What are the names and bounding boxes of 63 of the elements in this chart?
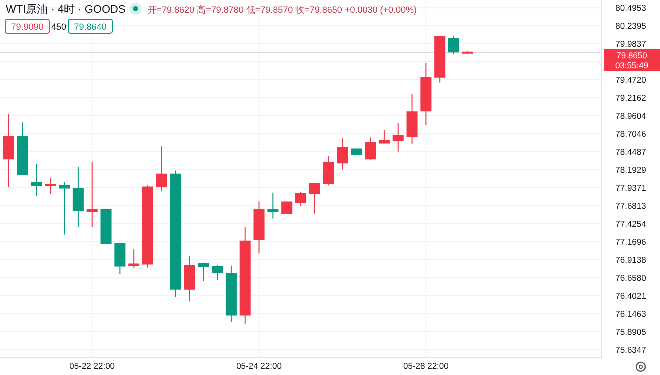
candlestick bbox=[268, 192, 279, 220]
x-tick-label: 05-28 22:00 bbox=[403, 361, 450, 371]
candlestick bbox=[212, 264, 224, 281]
y-tick-label: 77.6813 bbox=[616, 200, 647, 211]
candlestick bbox=[337, 138, 348, 170]
candlestick bbox=[282, 201, 293, 214]
candlestick bbox=[45, 178, 56, 194]
candlestick bbox=[184, 256, 196, 302]
candlestick bbox=[128, 249, 140, 268]
candlestick bbox=[392, 122, 404, 152]
y-tick-label: 78.7046 bbox=[616, 128, 647, 139]
candlestick bbox=[462, 50, 474, 54]
ref-line-label: 79.8650 bbox=[616, 50, 648, 60]
x-tick-label: 05-22 22:00 bbox=[70, 361, 116, 371]
candlestick bbox=[156, 145, 168, 192]
candlestick bbox=[100, 209, 112, 244]
candlestick bbox=[31, 164, 42, 197]
candlestick bbox=[406, 94, 418, 145]
text: 开=79.8620 高=79.8780 低=79.8570 收=79.8650 +0.0030 (+0.00%) bbox=[148, 5, 417, 15]
y-tick-label: 75.8905 bbox=[616, 326, 647, 337]
candlestick bbox=[448, 36, 460, 55]
candlestick bbox=[365, 137, 376, 160]
y-tick-label: 80.4953 bbox=[616, 3, 647, 14]
candlestick bbox=[72, 166, 84, 228]
candlestick bbox=[434, 36, 446, 84]
y-tick-label: 77.1696 bbox=[616, 236, 647, 247]
y-tick-label: 77.4254 bbox=[616, 218, 647, 229]
candlestick bbox=[309, 182, 320, 214]
annotation: 450 bbox=[51, 22, 67, 32]
text: 03:55:49 bbox=[615, 60, 649, 70]
y-tick-label: 75.6347 bbox=[616, 344, 647, 355]
annotation: 79.8640 bbox=[74, 22, 107, 32]
y-tick-label: 76.1463 bbox=[616, 308, 647, 319]
candlestick bbox=[170, 170, 182, 298]
y-tick-label: 80.2395 bbox=[616, 21, 647, 32]
candlestick bbox=[59, 182, 70, 236]
candlestick bbox=[3, 114, 14, 188]
y-tick-label: 76.4021 bbox=[616, 290, 647, 301]
annotation: 79.9090 bbox=[11, 22, 44, 32]
candlestick bbox=[323, 156, 334, 186]
y-tick-label: 78.9604 bbox=[616, 111, 647, 121]
candlestick bbox=[420, 62, 432, 126]
candlestick bbox=[198, 262, 210, 282]
candlestick bbox=[295, 192, 307, 207]
y-tick-label: 78.1929 bbox=[616, 164, 647, 175]
candlestick bbox=[378, 130, 390, 144]
x-tick-label: 05-24 22:00 bbox=[236, 361, 282, 371]
y-tick-label: 79.9837 bbox=[616, 39, 647, 50]
y-tick-label: 76.6580 bbox=[616, 272, 647, 283]
candlestick bbox=[142, 185, 154, 268]
candlestick bbox=[351, 148, 362, 156]
candlestick bbox=[240, 226, 251, 324]
candlestick bbox=[17, 122, 28, 176]
candlestick bbox=[114, 243, 126, 275]
y-tick-label: 79.4720 bbox=[616, 75, 647, 86]
candlestick bbox=[226, 265, 237, 323]
y-tick-label: 77.9371 bbox=[616, 182, 647, 193]
chart-title: WTI原油 · 4时 · GOODS bbox=[6, 3, 126, 16]
candlestick bbox=[86, 161, 98, 228]
y-tick-label: 79.2162 bbox=[616, 93, 647, 104]
y-tick-label: 78.4487 bbox=[616, 146, 647, 157]
candlestick bbox=[254, 201, 265, 254]
y-tick-label: 76.9138 bbox=[616, 254, 647, 265]
